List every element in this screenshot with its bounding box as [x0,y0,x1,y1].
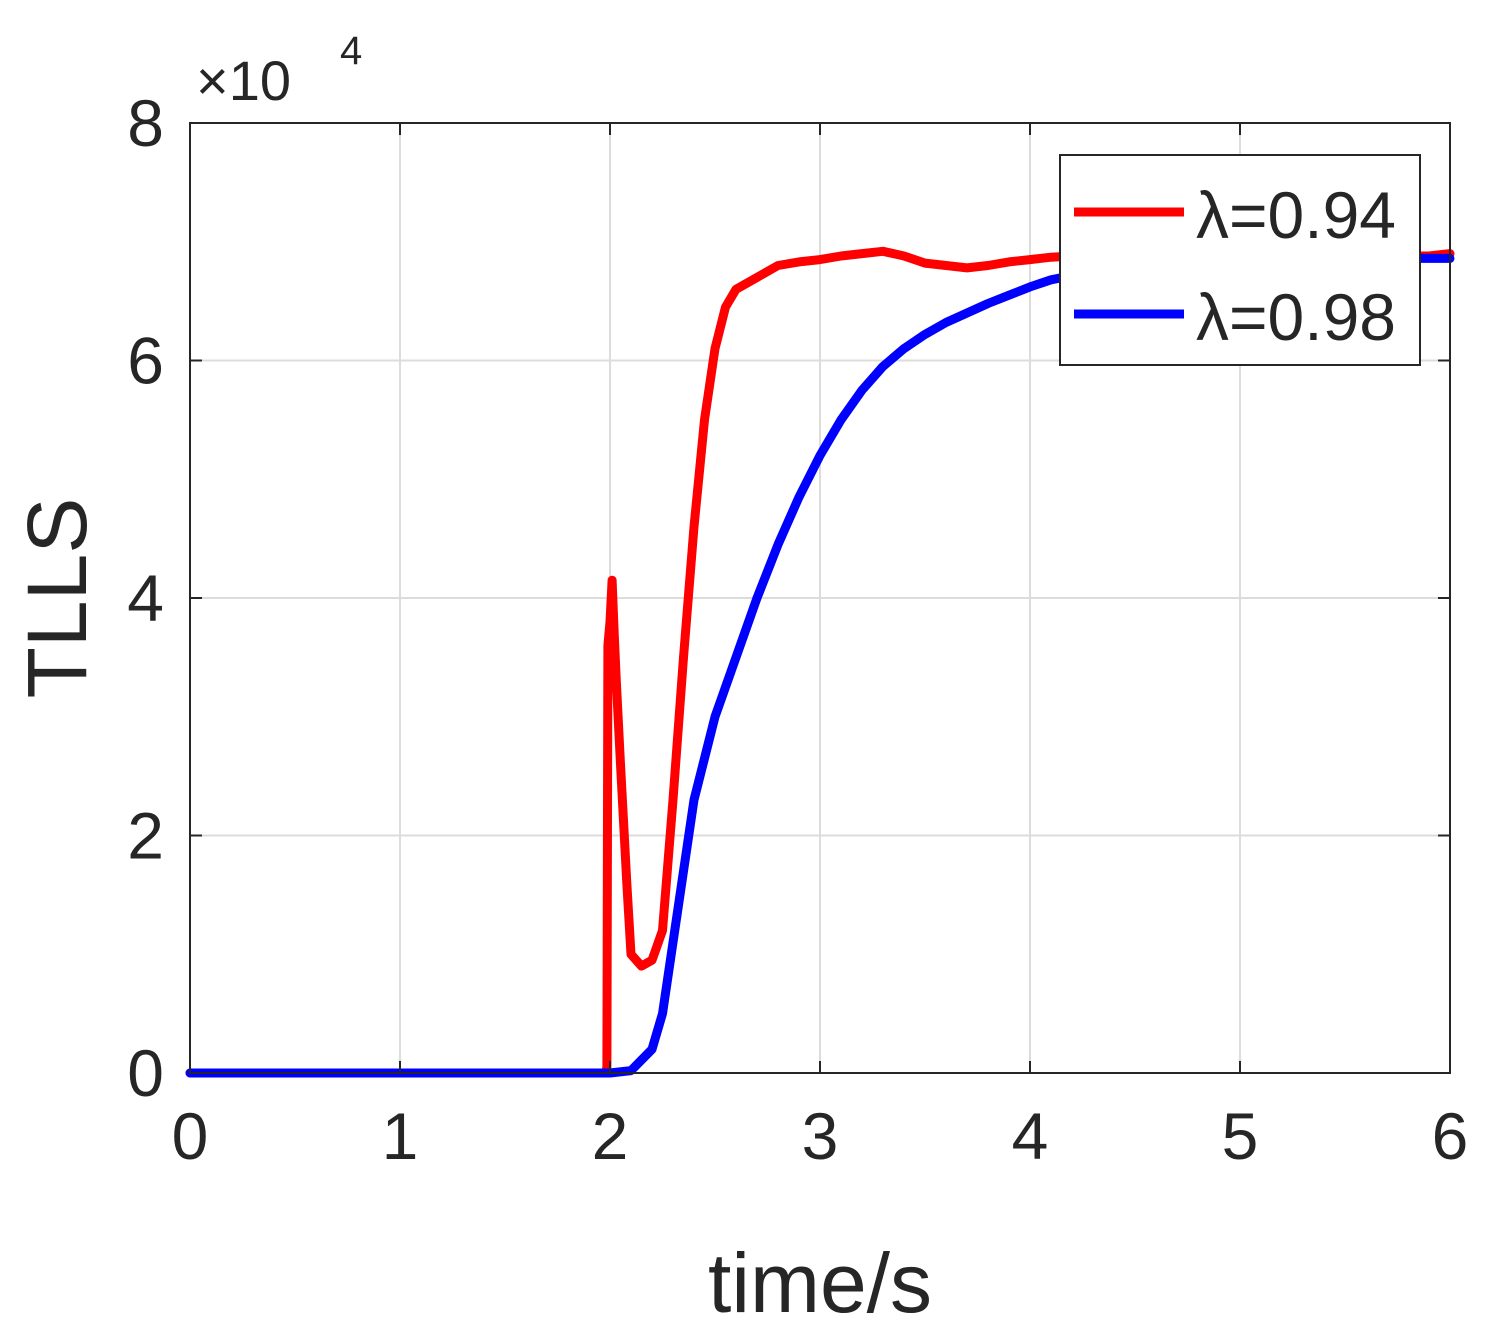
x-axis-label: time/s [708,1236,932,1330]
x-tick-label: 0 [172,1099,209,1173]
y-axis-label: TLLS [10,498,104,699]
axis-ticks [189,122,1451,1074]
legend-box [1059,154,1421,366]
y-tick-label: 0 [127,1036,164,1110]
x-tick-label: 5 [1222,1099,1259,1173]
legend-label-series-2: λ=0.98 [1196,280,1396,354]
multiplier-base: ×10 [196,49,291,112]
series-layer [185,246,1455,1078]
x-tick-labels: 0 1 2 3 4 5 6 [172,1099,1469,1173]
x-tick-label: 6 [1432,1099,1469,1173]
multiplier-exponent: 4 [340,29,362,73]
x-tick-label: 2 [592,1099,629,1173]
legend: λ=0.94 λ=0.98 [1059,154,1421,366]
legend-label-series-1: λ=0.94 [1196,178,1396,252]
y-tick-label: 6 [127,324,164,398]
y-tick-label: 8 [127,86,164,160]
y-axis-multiplier: ×10 4 [196,29,362,112]
x-tick-label: 4 [1012,1099,1049,1173]
y-tick-label: 2 [127,799,164,873]
y-tick-label: 4 [127,561,164,635]
x-tick-label: 1 [382,1099,419,1173]
series-line-1 [185,246,1455,1078]
y-tick-labels: 0 2 4 6 8 [127,86,164,1110]
x-tick-label: 3 [802,1099,839,1173]
series-line-2 [185,253,1455,1078]
